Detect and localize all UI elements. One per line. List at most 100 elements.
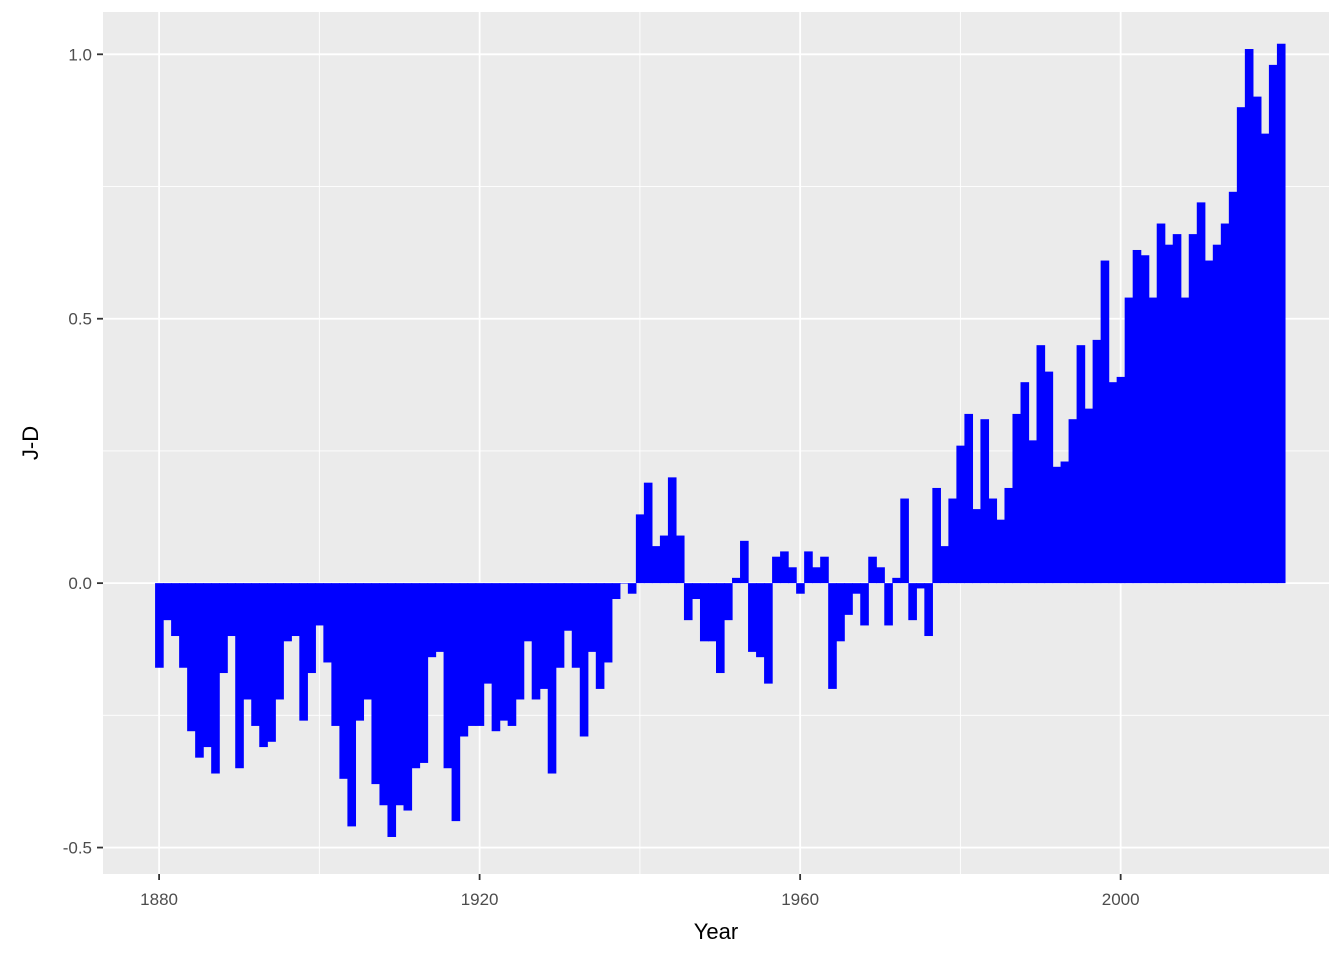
bar (980, 419, 990, 584)
bar (1228, 191, 1238, 584)
bar (1068, 419, 1078, 584)
bar (443, 583, 453, 769)
bar (539, 583, 549, 689)
bar (523, 583, 533, 642)
bar (1188, 234, 1198, 584)
bar (924, 583, 933, 637)
bar (1116, 376, 1126, 584)
bar (363, 583, 373, 700)
bar (724, 583, 733, 621)
bar (796, 583, 805, 594)
bar (732, 577, 741, 584)
bar (379, 583, 389, 806)
bar (323, 583, 332, 663)
bar (571, 583, 581, 668)
bar (603, 583, 613, 663)
bar (828, 583, 837, 689)
bar (772, 556, 781, 584)
bar (395, 583, 405, 806)
bar (243, 583, 252, 700)
bar (659, 535, 669, 584)
bar (179, 583, 188, 668)
bar (1204, 260, 1214, 584)
bar (643, 482, 653, 584)
bar (1148, 297, 1158, 584)
bar (748, 583, 757, 652)
bar (1012, 413, 1022, 584)
bar (1004, 487, 1014, 584)
bar (507, 583, 517, 726)
bar (1044, 371, 1054, 584)
bar (1196, 202, 1206, 584)
bar (187, 583, 196, 732)
bar (1140, 255, 1150, 584)
bar (275, 583, 284, 700)
y-tick-label: 1.0 (68, 45, 92, 64)
bar (812, 567, 821, 584)
bar (371, 583, 381, 785)
bar (1028, 440, 1038, 584)
bar (1212, 244, 1222, 584)
bar (315, 583, 324, 626)
bar (780, 551, 789, 584)
bar (1076, 345, 1086, 584)
bar (707, 583, 717, 642)
bar (1132, 249, 1142, 584)
bar (283, 583, 292, 642)
bar (611, 583, 621, 600)
bar (1180, 297, 1190, 584)
bar (563, 583, 573, 631)
bar (411, 583, 421, 769)
y-axis-title: J-D (18, 426, 43, 460)
bar (515, 583, 525, 700)
bar (307, 583, 316, 674)
bar (956, 445, 965, 584)
bar (635, 514, 645, 584)
x-tick-label: 1920 (461, 890, 499, 909)
bar (219, 583, 228, 674)
bar (435, 583, 445, 652)
bar (427, 583, 437, 658)
bar (155, 583, 164, 668)
bar (852, 583, 861, 594)
bar (996, 519, 1006, 584)
bars (155, 43, 1286, 837)
bar (788, 567, 797, 584)
bar (667, 477, 677, 584)
bar (1020, 382, 1030, 584)
bar (347, 583, 357, 827)
bar (820, 556, 829, 584)
x-tick-label: 1880 (140, 890, 178, 909)
bar (267, 583, 276, 742)
bar (908, 583, 917, 621)
bar (1276, 43, 1286, 584)
bar (683, 583, 693, 621)
bar (339, 583, 348, 779)
bar (868, 556, 877, 584)
bar (1260, 133, 1270, 584)
bar (555, 583, 565, 668)
bar (699, 583, 709, 642)
y-tick-label: 0.0 (68, 574, 92, 593)
bar (459, 583, 469, 737)
bar (595, 583, 605, 689)
bar (1052, 466, 1062, 584)
bar (483, 583, 493, 684)
x-tick-label: 2000 (1102, 890, 1140, 909)
x-axis-title: Year (694, 919, 738, 944)
bar (860, 583, 869, 626)
bar (1156, 223, 1166, 584)
y-tick-label: 0.5 (68, 310, 92, 329)
bar (876, 567, 885, 584)
bar (964, 413, 974, 584)
bar (163, 583, 172, 621)
bar (227, 583, 236, 637)
bar (587, 583, 597, 652)
bar (948, 498, 957, 584)
bar (691, 583, 701, 600)
bar (932, 487, 941, 584)
y-axis: -0.5 0.0 0.5 1.0 (63, 45, 103, 858)
bar (547, 583, 557, 774)
bar (291, 583, 300, 637)
